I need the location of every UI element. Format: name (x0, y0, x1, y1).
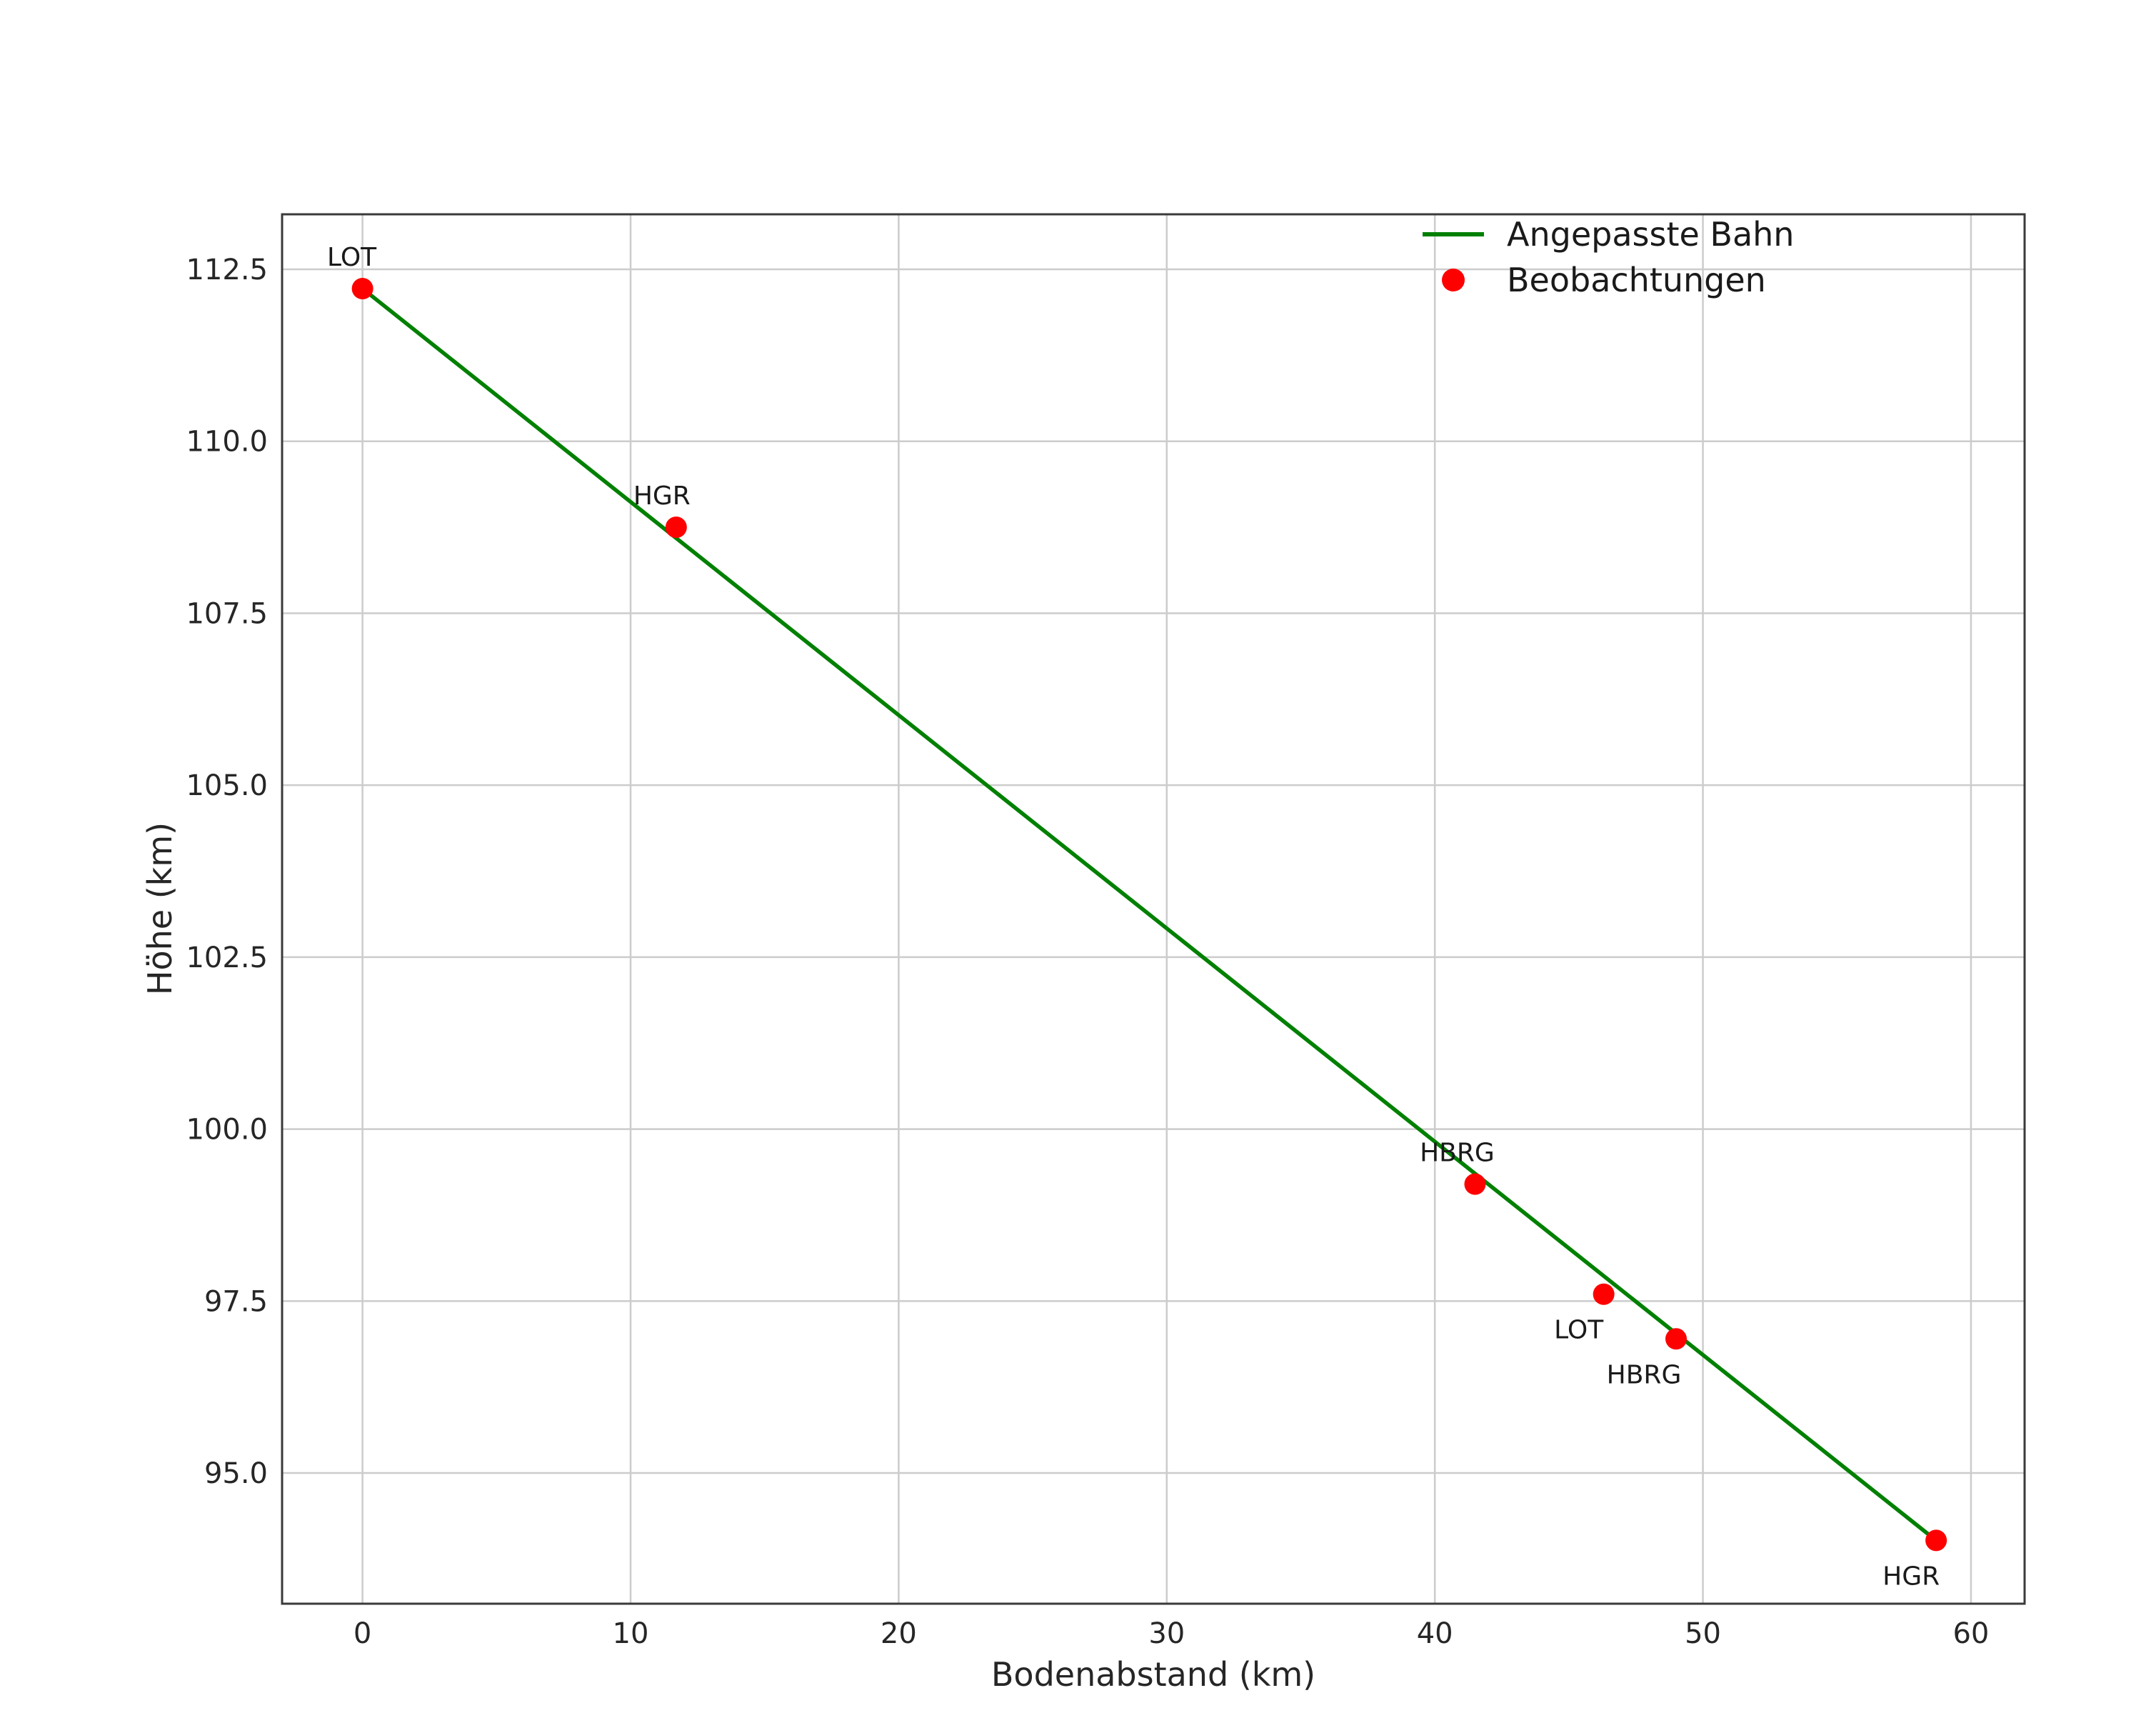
axis-layer: 0 10 20 30 40 50 60 95.0 97.5 100.0 102.5 105.0 107.… (186, 254, 1989, 1650)
x-tick-label: 60 (1952, 1617, 1989, 1650)
fitted-trajectory-line (360, 286, 1938, 1543)
x-tick-label: 20 (881, 1617, 917, 1650)
observation-point (1593, 1283, 1615, 1305)
x-tick-label: 50 (1685, 1617, 1721, 1650)
y-tick-label: 102.5 (186, 942, 268, 974)
x-tick-label: 30 (1148, 1617, 1185, 1650)
observation-point-label: LOT (327, 243, 377, 272)
y-tick-label: 107.5 (186, 597, 268, 630)
plot-frame (281, 213, 2026, 1605)
y-tick-label: 112.5 (186, 254, 268, 286)
observation-point (1925, 1529, 1947, 1552)
y-axis-label: Höhe (km) (141, 822, 179, 995)
x-tick-label: 10 (613, 1617, 649, 1650)
y-tick-label: 97.5 (204, 1285, 268, 1318)
observation-point (665, 516, 687, 539)
x-tick-label: 0 (354, 1617, 371, 1650)
observation-point-label: HBRG (1420, 1139, 1495, 1168)
y-tick-label: 100.0 (186, 1114, 268, 1147)
observation-point-label: HGR (1882, 1562, 1940, 1591)
observation-point-label: HGR (633, 481, 691, 511)
legend: Angepasste Bahn Beobachtungen (1423, 215, 1794, 299)
observation-point (1464, 1173, 1486, 1195)
legend-label-observations: Beobachtungen (1507, 261, 1766, 299)
observation-point (1665, 1328, 1687, 1350)
y-tick-label: 110.0 (186, 426, 268, 459)
observation-point-label: HBRG (1607, 1360, 1682, 1389)
grid-layer (282, 214, 2025, 1604)
x-tick-label: 40 (1417, 1617, 1453, 1650)
y-tick-label: 105.0 (186, 769, 268, 802)
legend-observations-marker-sample (1442, 269, 1465, 291)
observation-point-label: LOT (1554, 1316, 1604, 1345)
observation-point (351, 277, 373, 299)
legend-label-fitted-line: Angepasste Bahn (1507, 215, 1794, 254)
x-axis-label: Bodenabstand (km) (991, 1655, 1315, 1694)
y-tick-label: 95.0 (204, 1457, 268, 1490)
